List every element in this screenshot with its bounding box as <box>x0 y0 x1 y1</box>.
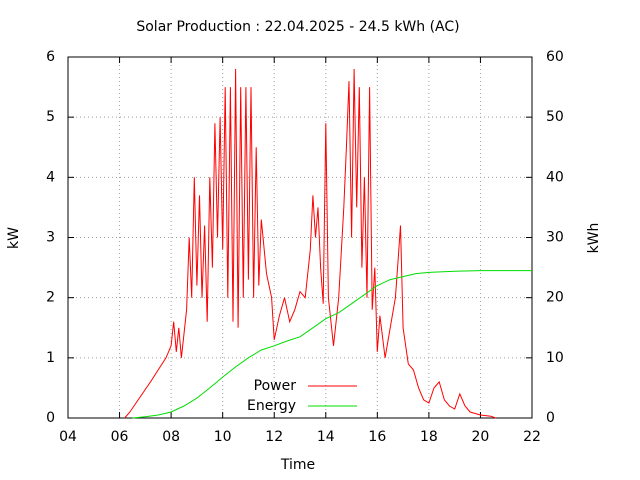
y-tick-label: 1 <box>46 350 55 366</box>
y-tick-label: 5 <box>46 109 55 125</box>
y-tick-label: 4 <box>46 169 55 185</box>
x-tick-label: 06 <box>111 429 129 445</box>
x-tick-label: 08 <box>162 429 180 445</box>
x-tick-label: 14 <box>317 429 335 445</box>
x-axis-label: Time <box>280 457 315 473</box>
series-line <box>132 270 532 419</box>
y-tick-label: 6 <box>46 49 55 65</box>
y2-tick-label: 60 <box>546 49 564 65</box>
y2-tick-label: 50 <box>546 109 564 125</box>
y2-axis-label: kWh <box>586 223 602 254</box>
y-tick-label: 2 <box>46 290 55 306</box>
y2-tick-label: 10 <box>546 350 564 366</box>
x-tick-label: 12 <box>265 429 283 445</box>
y-axis-label: kW <box>6 227 22 249</box>
plot-border <box>67 56 533 419</box>
chart-title: Solar Production : 22.04.2025 - 24.5 kWh… <box>136 19 459 35</box>
y-tick-label: 0 <box>46 410 55 426</box>
x-tick-label: 04 <box>59 429 77 445</box>
x-tick-label: 16 <box>368 429 386 445</box>
y2-tick-label: 20 <box>546 290 564 306</box>
y2-tick-label: 0 <box>546 410 555 426</box>
y2-tick-label: 40 <box>546 169 564 185</box>
legend-label: Energy <box>247 398 296 414</box>
y2-tick-label: 30 <box>546 230 564 246</box>
x-tick-label: 22 <box>523 429 541 445</box>
x-tick-label: 10 <box>214 429 232 445</box>
legend-label: Power <box>254 378 297 394</box>
y-tick-label: 3 <box>46 230 55 246</box>
series-line <box>124 68 497 419</box>
x-tick-label: 20 <box>472 429 490 445</box>
x-tick-label: 18 <box>420 429 438 445</box>
